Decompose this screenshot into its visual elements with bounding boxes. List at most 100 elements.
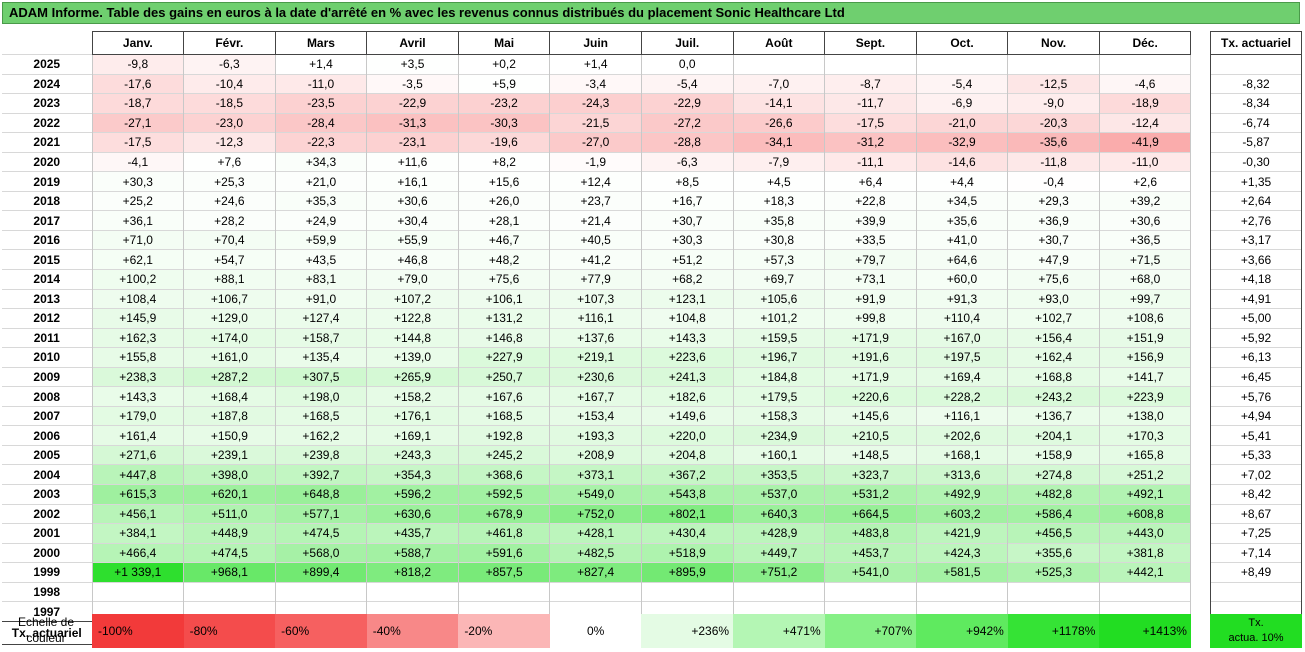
actuarial-rate-row: +6,45 [1210,366,1302,387]
gain-cell: +541,0 [824,562,917,583]
gain-cell: +54,7 [183,249,276,270]
gain-cell: +1,4 [549,54,642,75]
gain-cell: +664,5 [824,503,917,524]
actuarial-rate-cell: +7,02 [1210,464,1302,485]
gain-cell: +168,5 [457,405,551,426]
gain-cell: +8,5 [640,171,734,192]
gain-cell: +899,4 [274,562,368,583]
gain-cell: +41,0 [915,229,1009,250]
gain-cell: +678,9 [457,503,551,524]
actuarial-rate-row: +4,91 [1210,288,1302,309]
gain-cell: +144,8 [366,327,459,348]
month-header: Mai [457,31,551,55]
gain-cell: -6,9 [915,93,1009,114]
gain-cell: +588,7 [366,542,459,563]
color-scale-swatch: -60% [275,614,367,648]
gain-cell: +170,3 [1098,425,1192,446]
gain-cell: +453,7 [824,542,917,563]
gain-cell: +137,6 [549,327,642,348]
gain-cell: +596,2 [366,484,459,505]
month-header: Oct. [915,31,1009,55]
actuarial-rate-cell: +4,18 [1210,269,1302,290]
gain-cell: +241,3 [640,366,734,387]
month-header: Févr. [183,31,276,55]
gain-cell: +204,8 [640,444,734,465]
gain-cell: +122,8 [366,308,459,329]
actuarial-rate-row: +7,02 [1210,464,1302,485]
gain-cell: +219,1 [549,347,642,368]
gain-cell: +511,0 [183,503,276,524]
table-row: 2015 +62,1 +54,7 +43,5 +46,8 +48,2 +41,2 +51,2 +… [2,249,1192,270]
table-row: 2017 +36,1 +28,2 +24,9 +30,4 +28,1 +21,4 +30,7 +… [2,210,1192,231]
gain-cell: -9,8 [91,54,185,75]
color-scale-label: Echelle de couleur [4,614,88,646]
gain-cell: +12,4 [549,171,642,192]
gain-cell: +6,4 [824,171,917,192]
gain-cell: +210,5 [824,425,917,446]
gain-cell: -41,9 [1098,132,1192,153]
color-scale-swatch: +1413% [1099,614,1191,648]
year-label: 2024 [2,73,92,94]
gain-cell: -19,6 [457,132,551,153]
actuarial-rate-legend-line2: actua. 10% [1228,632,1284,644]
gain-cell: +108,6 [1098,308,1192,329]
gain-cell: +184,8 [732,366,826,387]
gain-cell: +139,0 [366,347,459,368]
gain-cell: +228,2 [915,386,1009,407]
year-label: 2012 [2,308,92,329]
gain-cell: +271,6 [91,444,185,465]
gain-cell: +615,3 [91,484,185,505]
gain-cell: +640,3 [732,503,826,524]
gain-cell: +79,7 [824,249,917,270]
actuarial-rate-cell: +8,42 [1210,484,1302,505]
actuarial-rate-row: -0,30 [1210,151,1302,172]
gain-cell: -12,5 [1007,73,1100,94]
year-label: 2002 [2,503,92,524]
table-row: 2012 +145,9 +129,0 +127,4 +122,8 +131,2 +116,1… [2,308,1192,329]
gain-cell: +169,4 [915,366,1009,387]
gain-cell: -27,0 [549,132,642,153]
gain-cell: +29,3 [1007,190,1100,211]
gain-cell [915,581,1009,602]
table-row: 1999 +1 339,1 +968,1 +899,4 +818,2 +857,5 +827… [2,562,1192,583]
table-row: 2008 +143,3 +168,4 +198,0 +158,2 +167,6 +167,7… [2,386,1192,407]
year-label: 2022 [2,112,92,133]
gain-cell: +60,0 [915,269,1009,290]
actuarial-rate-row: +3,17 [1210,229,1302,250]
gain-cell: -11,0 [1098,151,1192,172]
gain-cell: +34,3 [274,151,368,172]
gain-cell: +145,6 [824,405,917,426]
year-label: 2019 [2,171,92,192]
gain-cell [640,581,734,602]
gain-cell: -17,5 [824,112,917,133]
gain-cell: +88,1 [183,269,276,290]
gain-cell: -12,4 [1098,112,1192,133]
gain-cell: +191,6 [824,347,917,368]
year-label: 2003 [2,484,92,505]
gain-cell: +818,2 [366,562,459,583]
actuarial-rate-row: +8,42 [1210,484,1302,505]
gain-cell: +208,9 [549,444,642,465]
actuarial-rate-cell [1210,54,1302,75]
gain-cell: +447,8 [91,464,185,485]
year-label: 2000 [2,542,92,563]
gain-cell: +176,1 [366,405,459,426]
gain-cell: -26,6 [732,112,826,133]
gain-cell: +857,5 [457,562,551,583]
actuarial-rate-cell: -8,32 [1210,73,1302,94]
gain-cell: +101,2 [732,308,826,329]
gain-cell: +449,7 [732,542,826,563]
gain-cell: +586,4 [1007,503,1100,524]
gain-cell: +752,0 [549,503,642,524]
gain-cell: +250,7 [457,366,551,387]
gain-cell: +171,9 [824,366,917,387]
gain-cell: +143,3 [91,386,185,407]
gain-cell: +430,4 [640,523,734,544]
gain-cell: +648,8 [274,484,368,505]
gain-cell: +287,2 [183,366,276,387]
gain-cell: 0,0 [640,54,734,75]
gain-cell: +39,9 [824,210,917,231]
gain-cell [732,54,826,75]
gain-cell: +353,5 [732,464,826,485]
gain-cell: -18,5 [183,93,276,114]
